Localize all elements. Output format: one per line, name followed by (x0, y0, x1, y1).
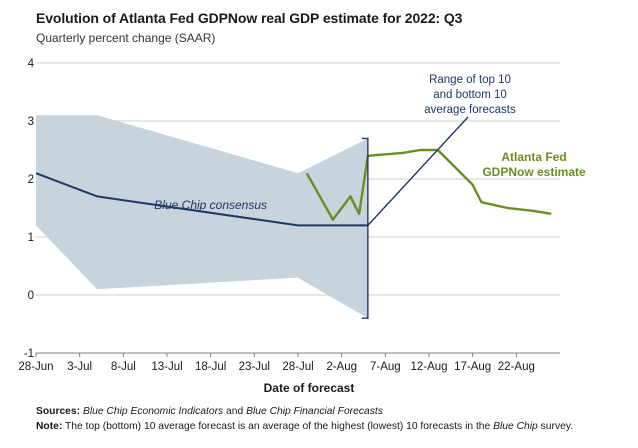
gdpnow-estimate-line (305, 148, 552, 221)
note-text-2: Blue Chip (493, 421, 538, 432)
range-callout-line (367, 116, 469, 226)
x-tick-label: 2-Aug (326, 361, 357, 373)
range-bracket (361, 137, 369, 319)
gdpnow-annotation-label: GDPNow estimate (482, 165, 586, 179)
y-tick-label: -1 (24, 348, 34, 360)
blue-chip-consensus-label: Blue Chip consensus (154, 198, 267, 212)
x-tick-label: 13-Jul (151, 361, 182, 373)
chart-subtitle: Quarterly percent change (SAAR) (36, 31, 216, 45)
y-tick-label: 2 (28, 174, 34, 186)
sources-line: Sources: Blue Chip Economic Indicators a… (36, 406, 383, 417)
y-tick-label: 4 (28, 58, 35, 70)
sources-text-1: Blue Chip Economic Indicators (82, 406, 224, 417)
gdpnow-annotation-label: Atlanta Fed (501, 150, 566, 164)
x-tick-label: 3-Jul (67, 361, 92, 373)
y-tick-label: 3 (28, 116, 34, 128)
note-label: Note: (36, 421, 63, 432)
y-tick-label: 1 (28, 232, 34, 244)
x-tick-label: 22-Aug (498, 361, 535, 373)
blue-chip-consensus-line (35, 172, 368, 227)
range-annotation-label: Range of top 10 (429, 74, 511, 86)
x-tick-label: 18-Jul (195, 361, 226, 373)
range-annotation-label: and bottom 10 (433, 89, 507, 101)
sources-text-2: and (223, 406, 247, 417)
x-tick-label: 28-Jul (282, 361, 313, 373)
x-tick-label: 7-Aug (370, 361, 401, 373)
x-tick-label: 23-Jul (239, 361, 270, 373)
x-axis-title: Date of forecast (264, 381, 355, 395)
x-tick-label: 12-Aug (410, 361, 447, 373)
y-tick-label: 0 (28, 290, 34, 302)
x-tick-label: 8-Jul (111, 361, 136, 373)
range-annotation-label: average forecasts (424, 104, 516, 116)
note-line: Note: The top (bottom) 10 average foreca… (36, 421, 573, 432)
x-tick-label: 17-Aug (454, 361, 491, 373)
sources-label: Sources: (36, 406, 81, 417)
forecast-range-band (36, 115, 368, 319)
x-tick-label: 28-Jun (18, 361, 53, 373)
note-text-1: The top (bottom) 10 average forecast is … (62, 421, 494, 432)
sources-text-3: Blue Chip Financial Forecasts (246, 406, 383, 417)
chart-title: Evolution of Atlanta Fed GDPNow real GDP… (36, 10, 463, 26)
note-text-3: survey. (537, 421, 574, 432)
